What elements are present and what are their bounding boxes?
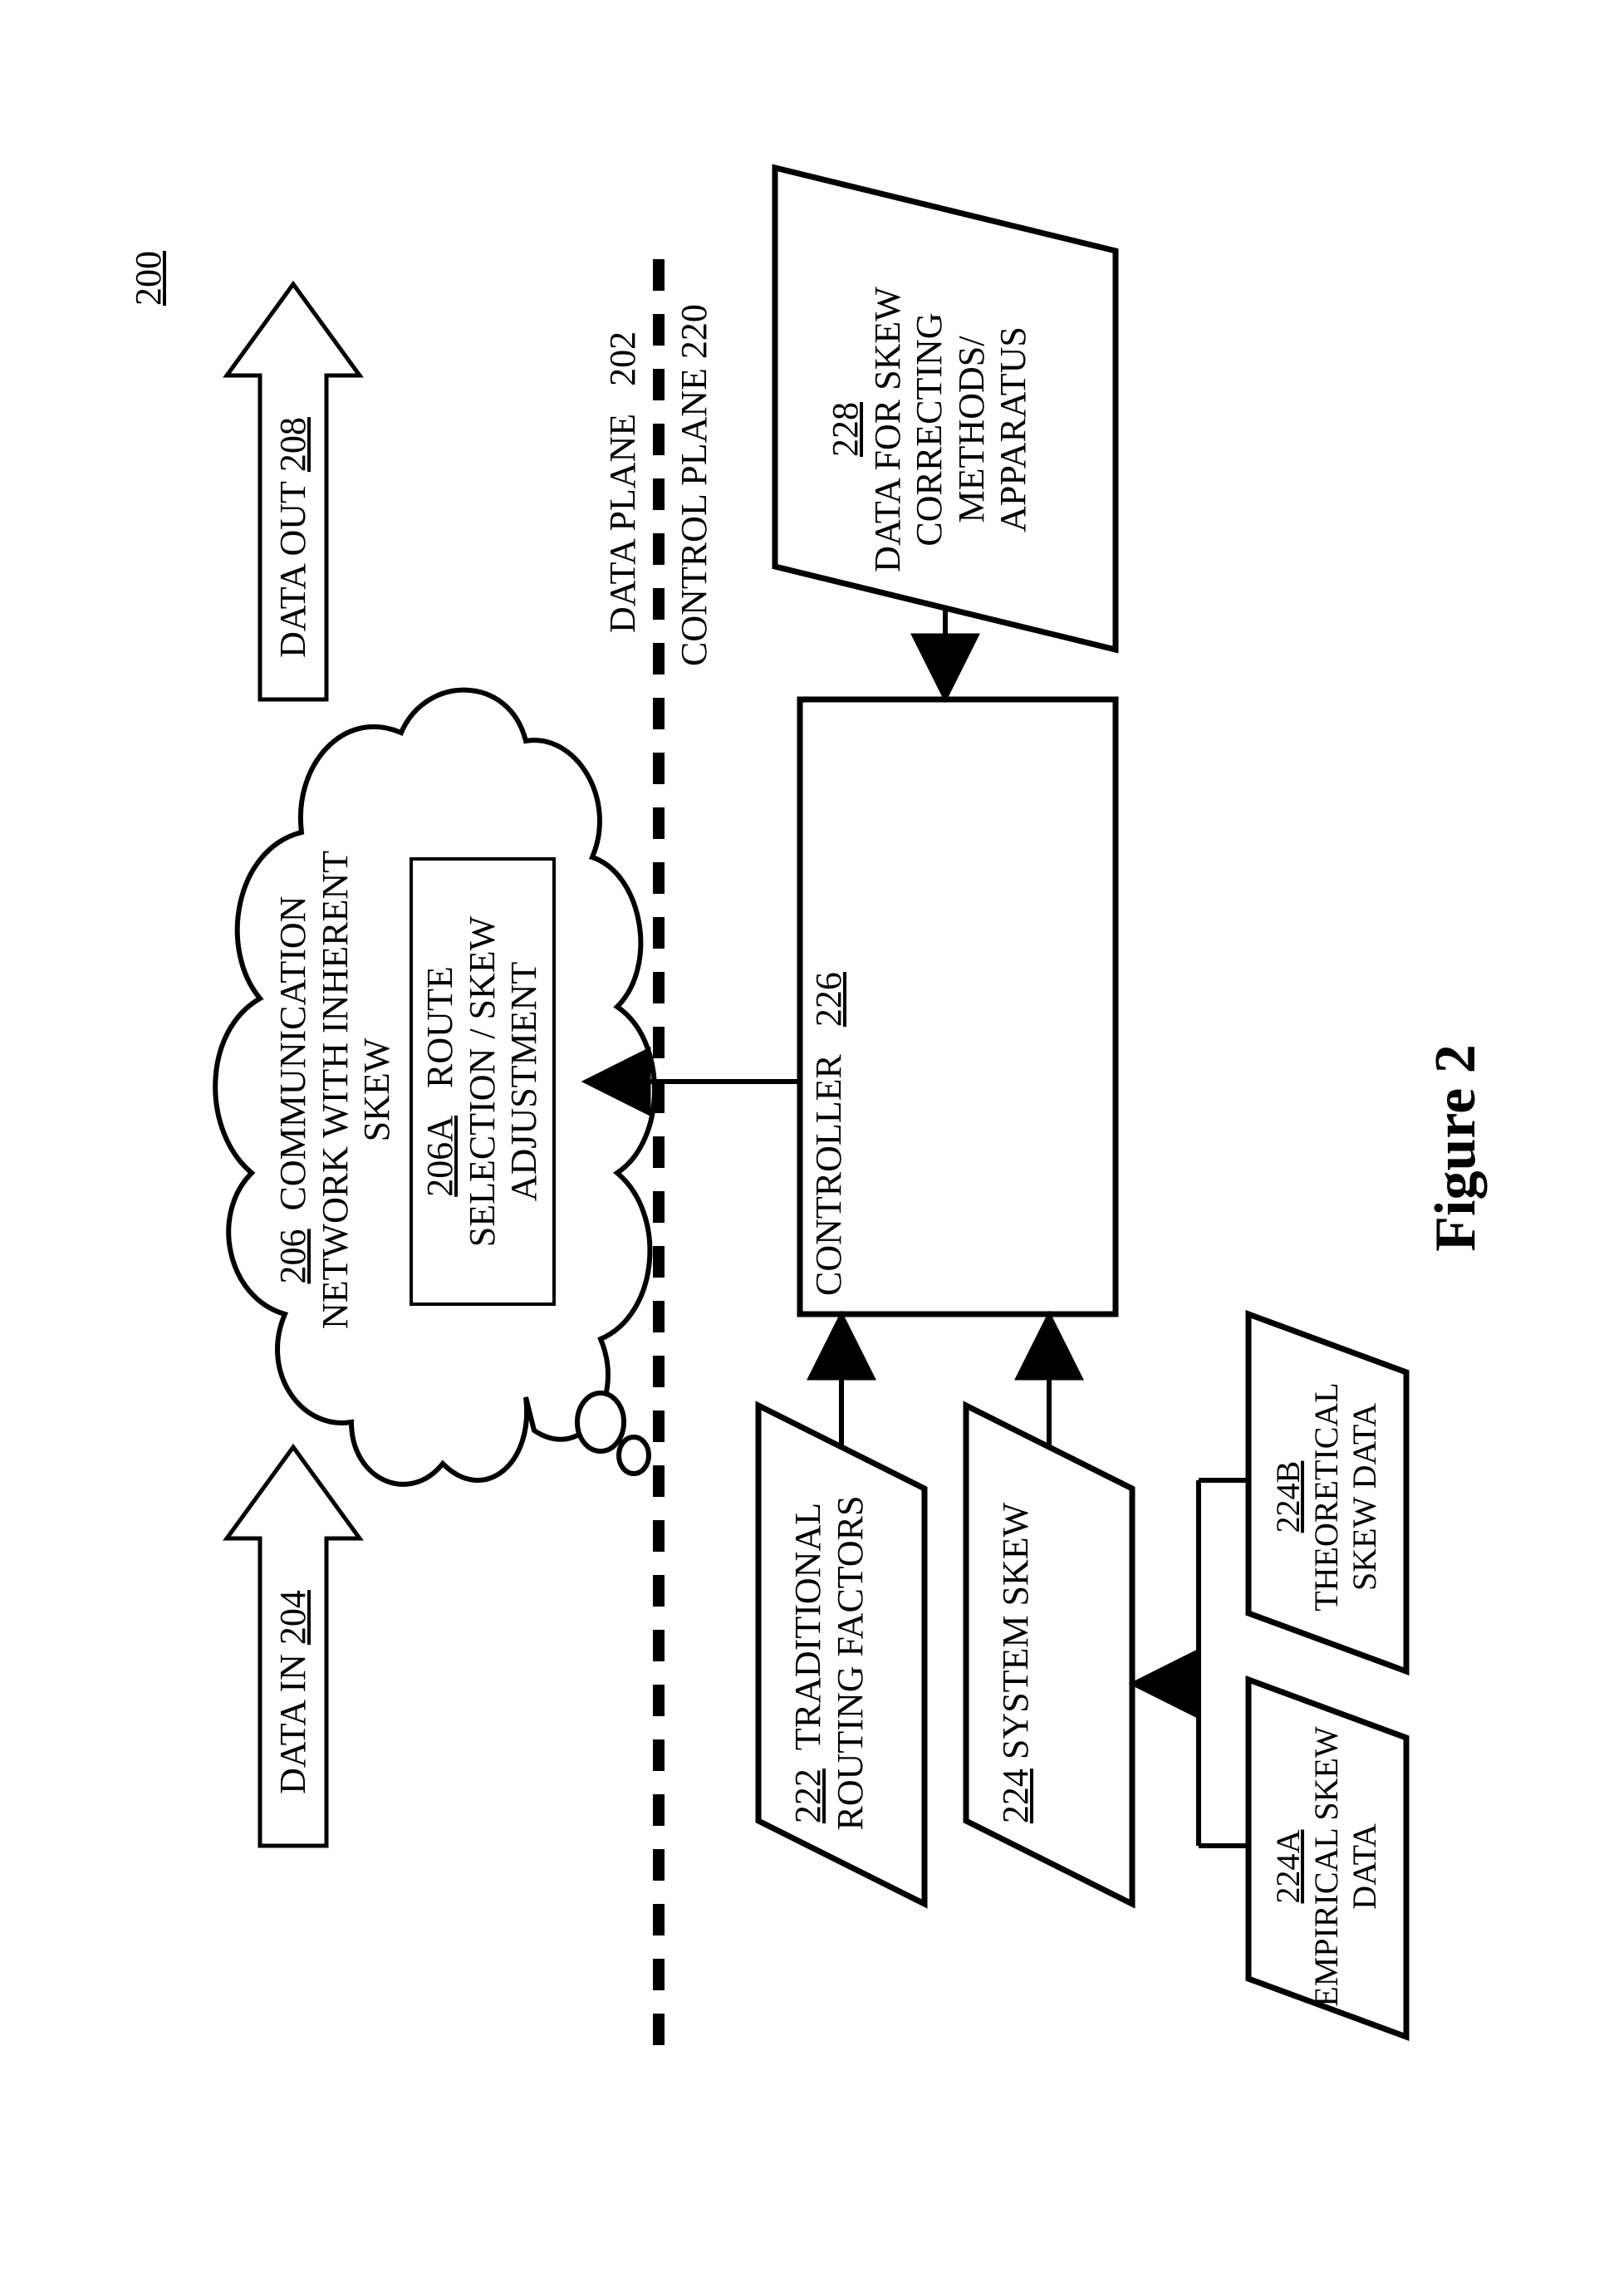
box224b-label: 224BTHEORETICAL SKEW DATA [1269,1339,1384,1655]
figure-caption: Figure 2 [1423,151,1489,2145]
control-plane-label: CONTROL PLANE 220 [674,234,716,666]
data-in-label: DATA IN 204 [272,1547,315,1837]
box224a-label: 224AEMPIRICAL SKEW DATA [1269,1713,1384,2020]
cloud-label: 206 COMMUNICATION NETWORK WITH INHERENT … [272,824,399,1356]
box224-shape [966,1406,1132,1904]
box228-label: 228DATA FOR SKEW CORRECTING METHODS/ APP… [825,251,1035,608]
box222-label: 222 TRADITIONAL ROUTING FACTORS [787,1447,871,1879]
box206a: 206A ROUTE SELECTION / SKEW ADJUSTMENT [410,857,556,1306]
data-out-label: DATA OUT 208 [272,380,315,695]
data-plane-label: DATA PLANE 202 [602,234,645,633]
box224-label: 224 SYSTEM SKEW [995,1447,1037,1879]
controller-label: CONTROLLER 226 [808,708,851,1306]
figure-2-diagram: 200 [94,151,1506,2145]
